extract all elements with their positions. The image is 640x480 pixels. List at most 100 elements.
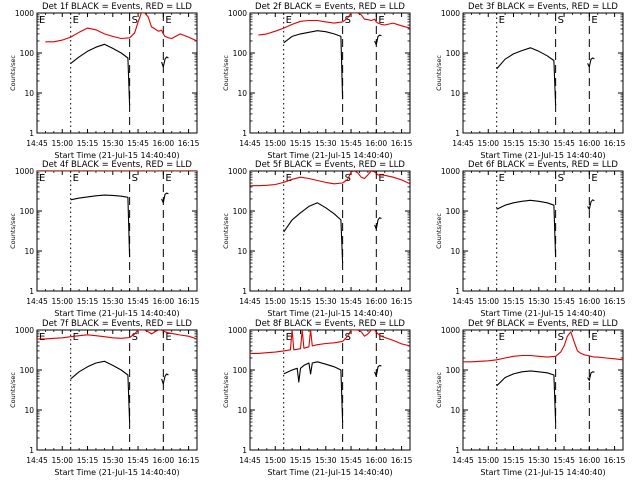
events-series-line [161, 373, 169, 385]
x-axis-label: Start Time (21-Jul-15 14:40:40) [54, 468, 179, 477]
x-tick-label: 16:00 [366, 139, 388, 148]
y-axis-label: Counts/sec [435, 372, 443, 408]
lld-series-line [258, 13, 410, 36]
events-series-line [587, 371, 595, 381]
x-tick-label: 14:45 [452, 297, 474, 306]
y-tick-label: 1 [242, 446, 247, 455]
events-series-line [374, 364, 382, 377]
y-tick-label: 1000 [15, 326, 34, 335]
detector-panel-7: Det 7f BLACK = Events, RED = LLD Counts/s… [9, 319, 200, 477]
lld-series-line [250, 171, 410, 187]
panel-title: Det 7f BLACK = Events, RED = LLD [42, 319, 192, 329]
plot-frame [249, 329, 411, 451]
events-series-line [161, 56, 169, 68]
x-tick-label: 14:45 [26, 456, 48, 465]
y-tick-label: 1000 [228, 9, 247, 18]
x-tick-label: 14:45 [239, 297, 261, 306]
x-tick-label: 14:45 [452, 456, 474, 465]
panel-title: Det 6f BLACK = Events, RED = LLD [468, 160, 618, 170]
events-series-line [587, 199, 595, 210]
x-tick-label: 15:15 [290, 297, 312, 306]
y-tick-label: 10 [24, 89, 34, 98]
y-tick-label: 10 [237, 247, 247, 256]
plot-frame [462, 329, 624, 451]
y-tick-label: 100 [20, 49, 35, 58]
events-series-line [374, 217, 382, 230]
x-tick-label: 16:15 [604, 456, 626, 465]
marker-label: S [345, 332, 351, 343]
panel-title: Det 1f BLACK = Events, RED = LLD [42, 2, 192, 12]
y-tick-label: 1 [29, 446, 34, 455]
detector-panel-5: Det 5f BLACK = Events, RED = LLD Counts/s… [222, 160, 413, 318]
y-tick-label: 1000 [15, 9, 34, 18]
y-tick-label: 1000 [441, 326, 460, 335]
x-tick-label: 15:00 [264, 297, 286, 306]
marker-label: S [132, 173, 138, 184]
y-tick-label: 100 [233, 366, 248, 375]
detector-panel-6: Det 6f BLACK = Events, RED = LLD Counts/s… [435, 160, 626, 318]
y-tick-label: 10 [237, 406, 247, 415]
x-tick-label: 16:15 [604, 139, 626, 148]
x-axis-label: Start Time (21-Jul-15 14:40:40) [267, 309, 392, 318]
panel-title: Det 8f BLACK = Events, RED = LLD [255, 319, 405, 329]
events-series-line [496, 199, 557, 258]
y-tick-label: 100 [233, 49, 248, 58]
x-tick-label: 15:30 [102, 297, 124, 306]
marker-label: S [132, 332, 138, 343]
x-tick-label: 15:00 [477, 297, 499, 306]
x-axis-label: Start Time (21-Jul-15 14:40:40) [54, 309, 179, 318]
x-tick-label: 15:00 [477, 456, 499, 465]
marker-label: S [558, 332, 564, 343]
plot-frame [249, 170, 411, 292]
y-tick-label: 1000 [228, 167, 247, 176]
y-tick-label: 10 [450, 406, 460, 415]
events-series-line [283, 30, 344, 100]
marker-label: E [39, 15, 45, 26]
events-series-line [70, 360, 131, 423]
marker-label: E [499, 15, 505, 26]
events-series-line [587, 57, 595, 68]
marker-label: E [378, 173, 384, 184]
detector-panel-8: Det 8f BLACK = Events, RED = LLD Counts/s… [222, 319, 413, 477]
events-series-line [283, 202, 344, 264]
x-tick-label: 16:00 [579, 297, 601, 306]
marker-label: S [558, 173, 564, 184]
x-tick-label: 15:00 [51, 456, 73, 465]
y-axis-label: Counts/sec [435, 55, 443, 91]
y-tick-label: 1000 [441, 9, 460, 18]
plot-frame [249, 12, 411, 134]
events-series-line [70, 194, 131, 258]
x-tick-label: 15:45 [553, 456, 575, 465]
detector-panel-9: Det 9f BLACK = Events, RED = LLD Counts/s… [435, 319, 626, 477]
y-tick-label: 1 [455, 446, 460, 455]
y-tick-label: 100 [20, 207, 35, 216]
y-tick-label: 1 [455, 287, 460, 296]
x-tick-label: 14:45 [26, 139, 48, 148]
panel-title: Det 3f BLACK = Events, RED = LLD [468, 2, 618, 12]
marker-label: E [73, 332, 79, 343]
marker-label: E [73, 15, 79, 26]
x-tick-label: 16:00 [153, 139, 175, 148]
plot-frame [36, 329, 198, 451]
x-tick-label: 15:45 [127, 139, 149, 148]
x-tick-label: 15:45 [340, 139, 362, 148]
x-tick-label: 15:00 [264, 456, 286, 465]
events-series-line [70, 43, 131, 106]
events-series-line [283, 361, 344, 423]
marker-label: E [378, 15, 384, 26]
y-tick-label: 1000 [441, 167, 460, 176]
x-tick-label: 15:30 [528, 139, 550, 148]
marker-label: E [286, 332, 292, 343]
x-tick-label: 15:15 [290, 139, 312, 148]
y-axis-label: Counts/sec [222, 372, 230, 408]
x-tick-label: 16:15 [391, 456, 413, 465]
plot-frame [462, 170, 624, 292]
y-axis-label: Counts/sec [9, 372, 17, 408]
x-tick-label: 15:15 [290, 456, 312, 465]
x-tick-label: 15:00 [51, 139, 73, 148]
x-tick-label: 15:15 [503, 297, 525, 306]
detector-panel-3: Det 3f BLACK = Events, RED = LLD Counts/s… [435, 2, 626, 160]
events-series-line [496, 370, 557, 423]
x-tick-label: 15:15 [503, 139, 525, 148]
marker-label: E [378, 332, 384, 343]
